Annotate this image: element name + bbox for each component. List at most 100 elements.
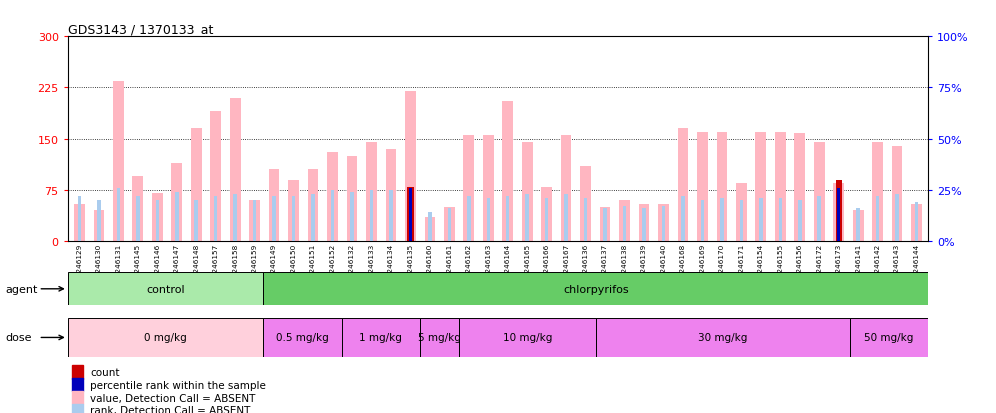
- Bar: [409, 188, 411, 242]
- Bar: [836, 180, 842, 242]
- Bar: [622, 207, 626, 242]
- Bar: [171, 163, 182, 242]
- Text: control: control: [146, 284, 185, 294]
- Bar: [407, 187, 413, 242]
- Bar: [661, 207, 665, 242]
- Bar: [210, 112, 221, 242]
- Bar: [775, 133, 786, 242]
- Bar: [367, 143, 376, 242]
- Bar: [132, 177, 143, 242]
- Bar: [419, 318, 459, 357]
- Bar: [347, 157, 358, 242]
- Bar: [581, 166, 591, 242]
- Bar: [545, 199, 549, 242]
- Bar: [308, 170, 319, 242]
- Bar: [620, 201, 629, 242]
- Bar: [263, 273, 928, 306]
- Bar: [600, 207, 611, 242]
- Bar: [716, 133, 727, 242]
- Text: agent: agent: [5, 284, 38, 294]
- Bar: [681, 197, 684, 242]
- Bar: [838, 188, 840, 242]
- Bar: [72, 378, 84, 392]
- Bar: [875, 197, 879, 242]
- Bar: [327, 153, 338, 242]
- Bar: [638, 204, 649, 242]
- Bar: [249, 201, 260, 242]
- Bar: [814, 143, 825, 242]
- Bar: [155, 201, 159, 242]
- Bar: [756, 133, 766, 242]
- Bar: [78, 197, 81, 242]
- Bar: [98, 201, 101, 242]
- Text: 0.5 mg/kg: 0.5 mg/kg: [276, 332, 329, 343]
- Bar: [342, 318, 419, 357]
- Bar: [467, 197, 470, 242]
- Bar: [263, 318, 342, 357]
- Bar: [565, 195, 568, 242]
- Text: count: count: [90, 367, 120, 377]
- Bar: [292, 197, 296, 242]
- Bar: [779, 199, 782, 242]
- Bar: [113, 81, 124, 242]
- Bar: [522, 143, 533, 242]
- Bar: [584, 199, 588, 242]
- Bar: [483, 136, 494, 242]
- Bar: [312, 195, 315, 242]
- Bar: [837, 199, 841, 242]
- Bar: [759, 199, 763, 242]
- Bar: [891, 146, 902, 242]
- Bar: [486, 199, 490, 242]
- Bar: [230, 98, 240, 242]
- Bar: [850, 318, 928, 357]
- Bar: [658, 204, 669, 242]
- Bar: [405, 92, 415, 242]
- Bar: [269, 170, 280, 242]
- Bar: [740, 201, 743, 242]
- Bar: [94, 211, 105, 242]
- Bar: [68, 318, 263, 357]
- Bar: [331, 190, 335, 242]
- Bar: [233, 195, 237, 242]
- Bar: [857, 209, 860, 242]
- Bar: [506, 197, 510, 242]
- Bar: [428, 213, 431, 242]
- Bar: [700, 201, 704, 242]
- Bar: [677, 129, 688, 242]
- Bar: [152, 194, 162, 242]
- Bar: [720, 199, 724, 242]
- Bar: [915, 203, 918, 242]
- Bar: [853, 211, 864, 242]
- Bar: [604, 209, 607, 242]
- Bar: [214, 197, 217, 242]
- Bar: [175, 192, 178, 242]
- Bar: [447, 209, 451, 242]
- Bar: [424, 218, 435, 242]
- Bar: [911, 204, 922, 242]
- Bar: [68, 273, 263, 306]
- Text: GDS3143 / 1370133_at: GDS3143 / 1370133_at: [68, 23, 213, 36]
- Bar: [502, 102, 513, 242]
- Bar: [74, 204, 85, 242]
- Bar: [895, 195, 898, 242]
- Bar: [697, 133, 708, 242]
- Bar: [872, 143, 883, 242]
- Bar: [795, 134, 805, 242]
- Bar: [818, 197, 821, 242]
- Bar: [736, 184, 747, 242]
- Bar: [72, 391, 84, 404]
- Bar: [596, 318, 850, 357]
- Bar: [194, 201, 198, 242]
- Bar: [117, 188, 121, 242]
- Bar: [288, 180, 299, 242]
- Bar: [191, 129, 201, 242]
- Bar: [642, 209, 645, 242]
- Bar: [463, 136, 474, 242]
- Bar: [561, 136, 572, 242]
- Text: rank, Detection Call = ABSENT: rank, Detection Call = ABSENT: [90, 406, 250, 413]
- Bar: [385, 150, 396, 242]
- Bar: [72, 366, 84, 379]
- Bar: [253, 201, 256, 242]
- Text: 5 mg/kg: 5 mg/kg: [418, 332, 461, 343]
- Bar: [444, 207, 455, 242]
